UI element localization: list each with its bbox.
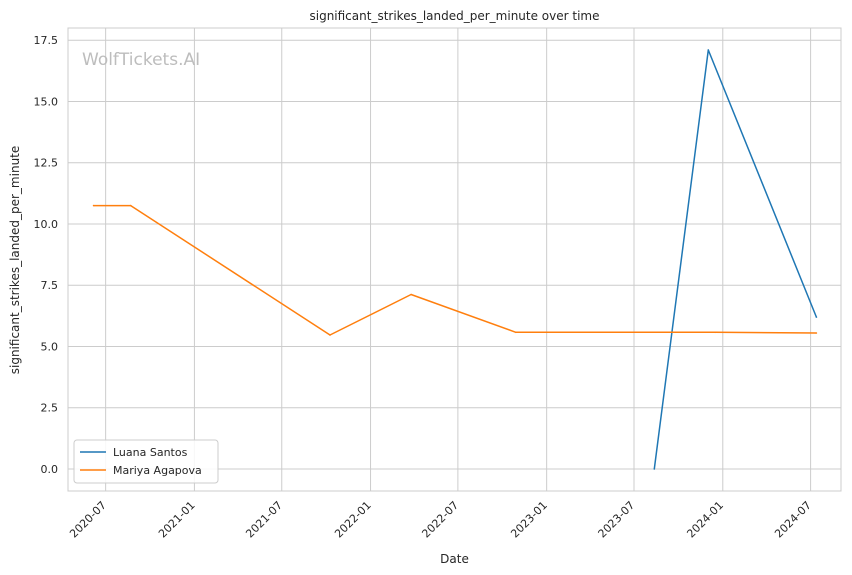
legend-box [73, 439, 219, 484]
data-point-luana-santos-2 [815, 316, 818, 318]
y-tick-label-7.5: 7.5 [41, 279, 59, 292]
data-point-mariya-agapova-5 [714, 331, 716, 334]
data-point-mariya-agapova-0 [92, 204, 95, 207]
y-tick-label-12.5: 12.5 [34, 157, 59, 170]
y-tick-label-0.0: 0.0 [41, 463, 59, 476]
data-point-mariya-agapova-4 [515, 331, 517, 334]
y-tick-label-15.0: 15.0 [34, 95, 59, 108]
legend-label-luana-santos: Luana Santos [113, 446, 188, 459]
legend-label-mariya-agapova: Mariya Agapova [113, 464, 202, 477]
data-point-luana-santos-1 [707, 49, 710, 51]
legend: Luana Santos Mariya Agapova [73, 439, 219, 484]
series-layer [92, 49, 818, 470]
y-axis-label: significant_strikes_landed_per_minute [8, 146, 22, 375]
y-tick-labels: 0.0 2.5 5.0 7.5 10.0 12.5 15.0 17.5 [34, 34, 59, 476]
plot-frame [67, 27, 842, 492]
grid [68, 28, 841, 491]
y-tick-label-5.0: 5.0 [41, 340, 59, 353]
data-point-luana-santos-0 [653, 468, 656, 470]
y-tick-label-17.5: 17.5 [34, 34, 59, 47]
watermark: WolfTickets.AI [82, 50, 200, 70]
data-point-mariya-agapova-2 [329, 334, 331, 336]
data-point-mariya-agapova-1 [129, 204, 132, 207]
x-axis-label: Date [440, 552, 469, 566]
chart-title: significant_strikes_landed_per_minute ov… [309, 9, 599, 23]
y-tick-label-10.0: 10.0 [34, 218, 59, 231]
y-tick-label-2.5: 2.5 [41, 402, 59, 415]
data-point-mariya-agapova-6 [815, 332, 818, 334]
data-point-mariya-agapova-3 [410, 293, 412, 296]
